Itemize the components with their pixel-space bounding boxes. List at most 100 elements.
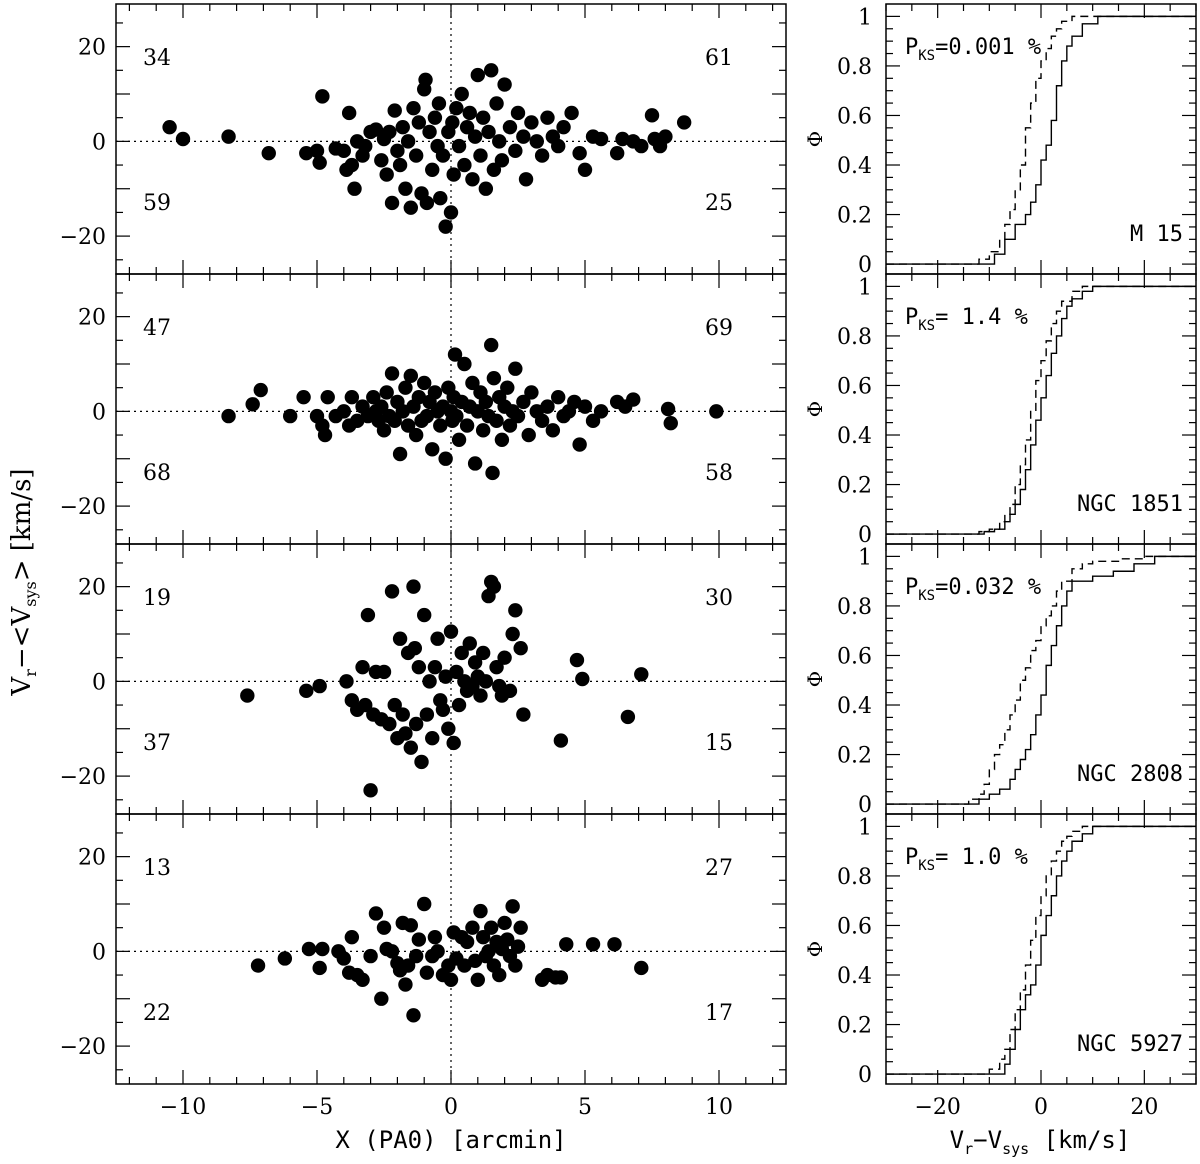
data-point bbox=[663, 416, 678, 431]
data-point bbox=[529, 134, 544, 149]
data-point bbox=[407, 641, 423, 656]
data-point bbox=[508, 603, 523, 618]
data-point bbox=[478, 181, 494, 196]
y-tick-label: 20 bbox=[78, 306, 106, 331]
data-point bbox=[502, 119, 518, 135]
data-point bbox=[430, 944, 445, 959]
y-tick-label: 1 bbox=[858, 5, 872, 30]
data-point bbox=[312, 960, 327, 976]
data-point bbox=[408, 948, 424, 964]
cdf-panel-3: 0 0.2 0.4 0.6 0.8 1 Φ PKS=0.032 % NGC 2808 bbox=[803, 543, 1197, 818]
data-point bbox=[473, 148, 488, 163]
data-point bbox=[465, 920, 480, 935]
data-point bbox=[422, 124, 437, 140]
data-point bbox=[484, 337, 499, 353]
data-point bbox=[451, 138, 467, 154]
data-point bbox=[427, 385, 443, 400]
x-tick-label: −10 bbox=[160, 1095, 206, 1120]
data-point bbox=[497, 915, 512, 931]
phi-axis-label: Φ bbox=[803, 941, 827, 957]
data-point bbox=[392, 446, 408, 462]
cdf-panels: 0 0.2 0.4 0.6 0.8 1 Φ PKS=0.001 % M 15 0 0.2 0.4 0.6… bbox=[803, 3, 1197, 1120]
data-point bbox=[564, 105, 579, 121]
data-point bbox=[283, 408, 298, 424]
data-point bbox=[320, 389, 335, 405]
data-point bbox=[427, 659, 443, 675]
y-tick-label: 1 bbox=[858, 275, 872, 300]
data-point bbox=[457, 958, 472, 973]
data-point bbox=[494, 153, 510, 168]
data-point bbox=[467, 129, 483, 144]
data-point bbox=[660, 401, 676, 417]
phi-axis-label: Φ bbox=[803, 401, 827, 417]
data-point bbox=[417, 607, 432, 623]
data-point bbox=[484, 63, 499, 78]
data-point bbox=[443, 205, 459, 220]
data-point bbox=[384, 944, 400, 959]
y-tick-label: 20 bbox=[78, 36, 106, 61]
data-point bbox=[355, 659, 370, 675]
x-tick-label: 5 bbox=[578, 1095, 592, 1120]
cdf-panel-1: 0 0.2 0.4 0.6 0.8 1 Φ PKS=0.001 % M 15 bbox=[803, 3, 1197, 278]
data-point bbox=[336, 143, 351, 159]
data-point bbox=[301, 941, 317, 957]
count-lower-left: 68 bbox=[143, 461, 171, 486]
y-tick-label: 0.6 bbox=[837, 644, 872, 669]
right-x-axis-label: Vr−Vsys [km/s] bbox=[950, 1126, 1131, 1158]
data-point bbox=[486, 371, 502, 386]
data-point bbox=[350, 413, 365, 429]
data-point bbox=[553, 970, 569, 985]
data-point bbox=[502, 683, 518, 699]
data-point bbox=[502, 418, 518, 433]
y-tick-label: 0 bbox=[858, 523, 872, 548]
data-point bbox=[516, 129, 531, 144]
y-tick-label: 0.2 bbox=[837, 474, 872, 499]
data-point bbox=[438, 219, 453, 234]
data-point bbox=[462, 105, 477, 121]
data-point bbox=[481, 944, 496, 959]
data-point bbox=[470, 972, 485, 987]
scatter-panel-1: −20 0 20 34 61 59 25 bbox=[60, 3, 787, 275]
data-point bbox=[577, 399, 593, 414]
data-point bbox=[615, 131, 630, 147]
left-y-axis-label: Vr−<Vsys> [km/s] bbox=[7, 468, 40, 696]
cdf-panel-2: 0 0.2 0.4 0.6 0.8 1 Φ PKS= 1.4 % NGC 1851 bbox=[803, 273, 1197, 548]
data-point bbox=[449, 408, 464, 424]
data-point bbox=[457, 157, 472, 173]
data-point bbox=[368, 906, 384, 921]
data-point bbox=[492, 134, 507, 149]
data-point bbox=[398, 380, 413, 395]
data-point bbox=[585, 937, 601, 952]
data-point bbox=[475, 929, 491, 945]
data-point bbox=[418, 72, 433, 87]
data-point bbox=[175, 131, 191, 147]
data-point bbox=[489, 413, 504, 429]
data-point bbox=[390, 143, 405, 159]
cdf-dashed-line bbox=[886, 825, 1196, 1075]
data-point bbox=[508, 143, 523, 159]
data-point bbox=[443, 624, 459, 639]
data-point bbox=[445, 115, 460, 130]
data-point bbox=[510, 939, 526, 954]
data-point bbox=[459, 418, 475, 433]
data-point bbox=[347, 181, 362, 196]
data-point bbox=[485, 465, 500, 481]
data-point bbox=[709, 404, 724, 419]
data-point bbox=[245, 397, 260, 412]
data-point bbox=[446, 167, 461, 182]
data-point bbox=[500, 932, 515, 947]
data-point bbox=[465, 172, 480, 187]
count-upper-left: 19 bbox=[143, 586, 171, 611]
data-point bbox=[162, 119, 177, 135]
data-point bbox=[379, 167, 394, 182]
data-point bbox=[411, 115, 427, 130]
data-point bbox=[516, 394, 531, 410]
data-point bbox=[392, 631, 408, 646]
y-tick-label: 0.6 bbox=[837, 914, 872, 939]
data-point bbox=[676, 115, 692, 130]
data-point bbox=[430, 631, 445, 646]
data-point bbox=[518, 172, 534, 187]
y-tick-label: 0.4 bbox=[837, 964, 872, 989]
y-tick-label: 20 bbox=[78, 576, 106, 601]
y-tick-label: 1 bbox=[858, 815, 872, 840]
